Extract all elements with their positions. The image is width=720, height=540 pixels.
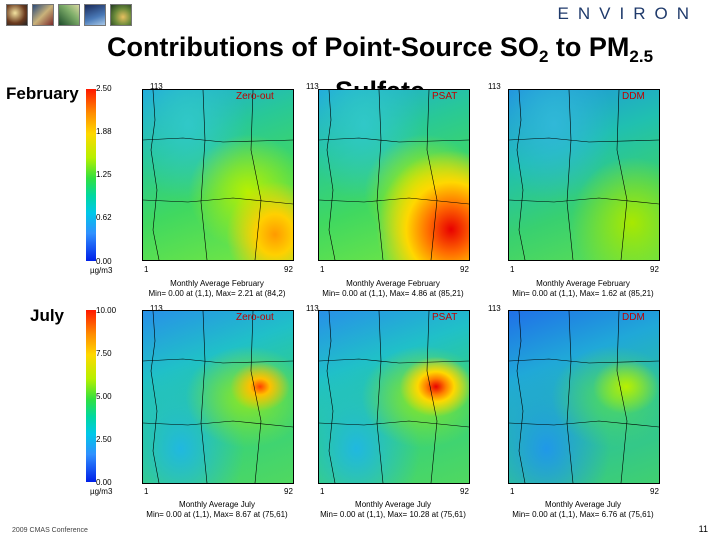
logo-2 xyxy=(32,4,54,26)
page-number: 11 xyxy=(698,524,708,534)
axis-y-top: 113 xyxy=(488,304,501,313)
row-label-july: July xyxy=(30,306,65,325)
axis-y-top: 113 xyxy=(150,82,163,91)
map-caption: Monthly Average July Min= 0.00 at (1,1), … xyxy=(320,500,466,519)
axis-x-right: 92 xyxy=(460,265,469,274)
logo-3 xyxy=(58,4,80,26)
map-jul-psat xyxy=(318,310,470,484)
footer-conference: 2009 CMAS Conference xyxy=(12,527,88,534)
axis-x-right: 92 xyxy=(650,487,659,496)
map-caption: Monthly Average July Min= 0.00 at (1,1), … xyxy=(512,500,654,519)
colorbar-unit: µg/m3 xyxy=(90,266,113,275)
partner-logos xyxy=(6,4,132,26)
colorbar-tick: 7.50 xyxy=(96,349,112,358)
axis-x-right: 92 xyxy=(650,265,659,274)
colorbar-tick: 0.00 xyxy=(96,478,112,487)
environ-logo: ENVIRON xyxy=(557,4,698,23)
colorbar-tick: 2.50 xyxy=(96,84,112,93)
map-feb-psat xyxy=(318,89,470,261)
axis-y-top: 113 xyxy=(488,82,501,91)
axis-y-top: 113 xyxy=(306,304,319,313)
scenario-label: DDM xyxy=(622,312,645,323)
scenario-label: Zero-out xyxy=(236,312,274,323)
colorbar-tick: 5.00 xyxy=(96,392,112,401)
colorbar-tick: 1.25 xyxy=(96,170,112,179)
map-jul-zeroout xyxy=(142,310,294,484)
axis-x-left: 1 xyxy=(320,487,325,496)
map-feb-ddm xyxy=(508,89,660,261)
colorbar-tick: 0.00 xyxy=(96,257,112,266)
scenario-label: PSAT xyxy=(432,312,458,323)
slide-title: Contributions of Point-Source SO2 to PM2… xyxy=(106,32,654,106)
colorbar-tick: 10.00 xyxy=(96,306,117,315)
logo-1 xyxy=(6,4,28,26)
colorbar-tick: 0.62 xyxy=(96,213,112,222)
axis-x-right: 92 xyxy=(460,487,469,496)
axis-x-right: 92 xyxy=(284,265,293,274)
scenario-label: PSAT xyxy=(432,91,458,102)
map-caption: Monthly Average July Min= 0.00 at (1,1), … xyxy=(146,500,288,519)
axis-x-left: 1 xyxy=(510,487,515,496)
colorbar-unit: µg/m3 xyxy=(90,487,113,496)
map-jul-ddm xyxy=(508,310,660,484)
logo-4 xyxy=(84,4,106,26)
scenario-label: DDM xyxy=(622,91,645,102)
logo-5 xyxy=(110,4,132,26)
scenario-label: Zero-out xyxy=(236,91,274,102)
axis-x-right: 92 xyxy=(284,487,293,496)
axis-y-top: 113 xyxy=(150,304,163,313)
axis-x-left: 1 xyxy=(510,265,515,274)
colorbar-tick: 1.88 xyxy=(96,127,112,136)
row-label-february: February xyxy=(6,84,79,103)
map-caption: Monthly Average February Min= 0.00 at (1,… xyxy=(322,279,464,298)
colorbar-tick: 2.50 xyxy=(96,435,112,444)
map-feb-zeroout xyxy=(142,89,294,261)
axis-y-top: 113 xyxy=(306,82,319,91)
map-caption: Monthly Average February Min= 0.00 at (1,… xyxy=(148,279,286,298)
map-caption: Monthly Average February Min= 0.00 at (1,… xyxy=(512,279,654,298)
colorbar-february xyxy=(86,89,96,261)
axis-x-left: 1 xyxy=(144,265,149,274)
axis-x-left: 1 xyxy=(144,487,149,496)
axis-x-left: 1 xyxy=(320,265,325,274)
colorbar-july xyxy=(86,310,96,482)
